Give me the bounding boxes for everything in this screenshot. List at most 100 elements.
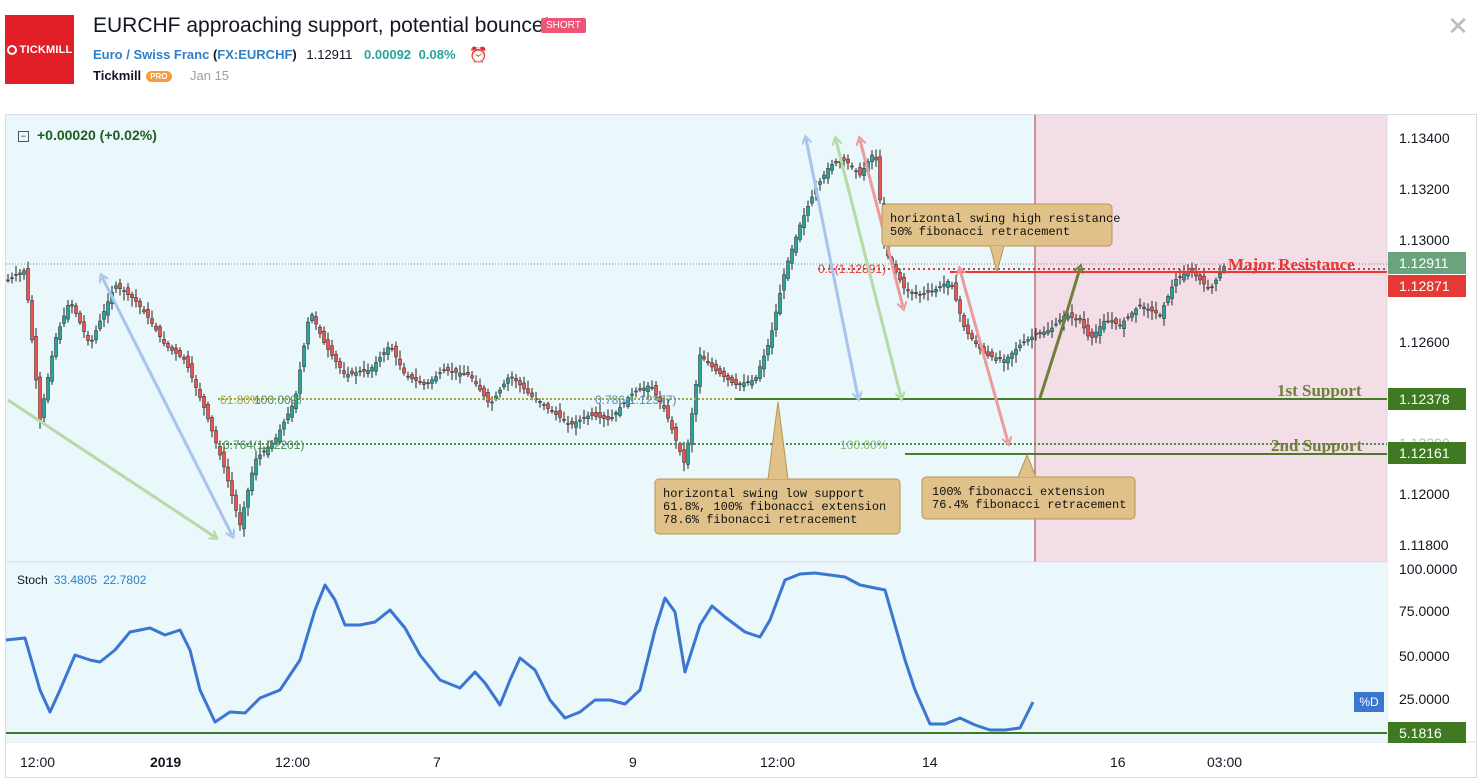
svg-text:78.6% fibonacci retracement: 78.6% fibonacci retracement bbox=[663, 513, 857, 527]
stoch-axis[interactable]: 100.0000 75.0000 50.0000 25.0000 bbox=[1399, 561, 1458, 707]
candle-body bbox=[18, 272, 22, 275]
time-axis[interactable]: 12:00 2019 12:00 7 9 12:00 14 16 03:00 bbox=[20, 754, 1242, 770]
svg-text:1.12871: 1.12871 bbox=[1399, 278, 1450, 294]
candle-body bbox=[306, 321, 310, 345]
author-link[interactable]: Tickmill PRO bbox=[93, 68, 172, 83]
candle-body bbox=[1174, 279, 1178, 287]
candle-body bbox=[1206, 287, 1210, 289]
candle-body bbox=[446, 367, 450, 371]
candle-body bbox=[430, 379, 434, 384]
alarm-clock-icon[interactable]: ⏰ bbox=[469, 47, 488, 64]
candle-body bbox=[138, 300, 142, 307]
candle-body bbox=[1050, 327, 1054, 332]
candle-body bbox=[938, 286, 942, 288]
candle-body bbox=[106, 301, 110, 316]
time-tick: 9 bbox=[629, 754, 637, 770]
collapse-toggle-icon[interactable]: − bbox=[18, 131, 29, 142]
candle-body bbox=[1098, 326, 1102, 336]
candle-body bbox=[1106, 320, 1110, 323]
candle-body bbox=[686, 442, 690, 465]
candle-body bbox=[918, 293, 922, 296]
candle-body bbox=[1054, 323, 1058, 326]
tag-stoch-current: 5.1816 bbox=[1388, 722, 1466, 743]
candle-body bbox=[742, 382, 746, 387]
candle-body bbox=[858, 167, 862, 176]
candle-body bbox=[1090, 331, 1094, 338]
candle-body bbox=[346, 374, 350, 378]
candle-body bbox=[30, 300, 34, 341]
candle-body bbox=[218, 445, 222, 456]
svg-text:100% fibonacci extension: 100% fibonacci extension bbox=[932, 485, 1105, 499]
stoch-tick: 100.0000 bbox=[1399, 561, 1458, 577]
stoch-legend[interactable]: Stoch 33.4805 22.7802 bbox=[17, 573, 147, 587]
candle-body bbox=[46, 377, 50, 401]
candle-body bbox=[174, 347, 178, 354]
candle-body bbox=[566, 423, 570, 425]
candle-body bbox=[394, 345, 398, 358]
candle-body bbox=[482, 387, 486, 397]
close-icon[interactable]: ✕ bbox=[1447, 11, 1469, 41]
symbol-code-link[interactable]: (FX:EURCHF) bbox=[212, 47, 297, 62]
tag-support1-price: 1.12378 bbox=[1388, 388, 1466, 410]
callout-support2[interactable]: 100% fibonacci extension 76.4% fibonacci… bbox=[921, 453, 1136, 520]
stoch-d-value: 22.7802 bbox=[103, 573, 147, 587]
candle-body bbox=[142, 309, 146, 313]
idea-header: TICKMILL EURCHF approaching support, pot… bbox=[0, 0, 1481, 108]
candle-body bbox=[366, 370, 370, 374]
symbol-name-link[interactable]: Euro / Swiss Franc bbox=[93, 47, 210, 62]
candle-body bbox=[54, 337, 58, 357]
candle-body bbox=[974, 340, 978, 345]
candle-body bbox=[26, 268, 30, 301]
candle-body bbox=[1154, 310, 1158, 314]
candle-body bbox=[1014, 348, 1018, 355]
candle-body bbox=[290, 405, 294, 418]
candle-body bbox=[746, 381, 750, 384]
candle-body bbox=[870, 154, 874, 162]
candle-body bbox=[498, 389, 502, 394]
candle-body bbox=[246, 490, 250, 508]
candle-body bbox=[1074, 318, 1078, 321]
candle-body bbox=[154, 325, 158, 331]
candle-body bbox=[102, 311, 106, 320]
candle-body bbox=[478, 385, 482, 391]
svg-text:76.4% fibonacci retracement: 76.4% fibonacci retracement bbox=[932, 498, 1126, 512]
candle-body bbox=[150, 318, 154, 324]
pd-label: %D bbox=[1354, 692, 1384, 712]
candle-body bbox=[594, 411, 598, 417]
svg-text:5.1816: 5.1816 bbox=[1399, 725, 1442, 741]
price-axis[interactable]: 1.13400 1.13200 1.13000 1.12600 1.12200 … bbox=[1399, 130, 1450, 553]
candle-body bbox=[878, 156, 882, 201]
symbol-row: Euro / Swiss Franc (FX:EURCHF) 1.12911 0… bbox=[93, 46, 488, 64]
candle-body bbox=[350, 370, 354, 374]
callout-resistance[interactable]: horizontal swing high resistance 50% fib… bbox=[881, 203, 1120, 274]
candle-body bbox=[10, 277, 14, 279]
tickmill-logo[interactable]: TICKMILL bbox=[5, 15, 74, 84]
candle-body bbox=[634, 390, 638, 393]
candle-body bbox=[426, 382, 430, 384]
candle-body bbox=[322, 330, 326, 343]
candle-body bbox=[186, 355, 190, 368]
candle-body bbox=[166, 343, 170, 348]
candle-body bbox=[78, 312, 82, 323]
price-tick: 1.13200 bbox=[1399, 181, 1450, 197]
candle-body bbox=[994, 357, 998, 361]
candle-body bbox=[1170, 286, 1174, 299]
candle-body bbox=[302, 345, 306, 367]
candle-body bbox=[226, 466, 230, 482]
candle-body bbox=[1010, 352, 1014, 359]
candle-body bbox=[1158, 314, 1162, 317]
candle-body bbox=[266, 446, 270, 456]
svg-text:50% fibonacci retracement: 50% fibonacci retracement bbox=[890, 225, 1070, 239]
candle-body bbox=[278, 429, 282, 442]
candle-body bbox=[790, 248, 794, 264]
candle-body bbox=[586, 415, 590, 419]
candle-body bbox=[94, 330, 98, 341]
candle-body bbox=[626, 397, 630, 407]
symbol-change-pct: 0.08% bbox=[418, 47, 456, 62]
fib-label-764: 0.764(1.12201) bbox=[223, 438, 304, 452]
candle-body bbox=[258, 454, 262, 459]
candle-body bbox=[182, 356, 186, 360]
candle-body bbox=[682, 449, 686, 463]
callout-support1[interactable]: horizontal swing low support 61.8%, 100%… bbox=[654, 401, 901, 535]
candle-body bbox=[946, 281, 950, 288]
